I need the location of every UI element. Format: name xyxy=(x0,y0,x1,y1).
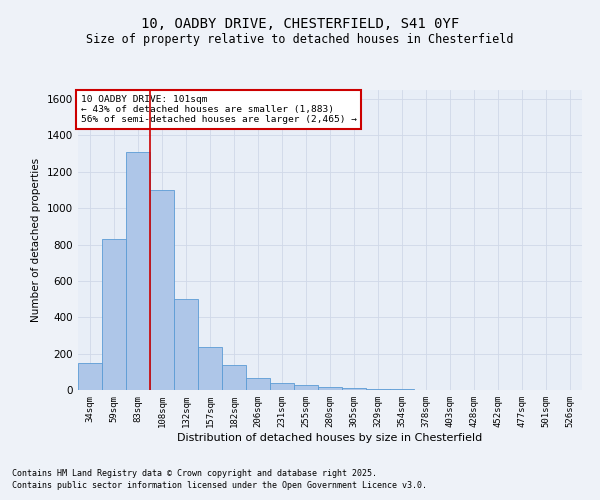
Bar xyxy=(270,383,294,390)
Text: Contains HM Land Registry data © Crown copyright and database right 2025.: Contains HM Land Registry data © Crown c… xyxy=(12,468,377,477)
Bar xyxy=(342,388,366,390)
Bar xyxy=(222,366,246,390)
Text: Contains public sector information licensed under the Open Government Licence v3: Contains public sector information licen… xyxy=(12,481,427,490)
Text: Size of property relative to detached houses in Chesterfield: Size of property relative to detached ho… xyxy=(86,32,514,46)
Bar xyxy=(126,152,150,390)
Bar xyxy=(78,362,102,390)
Bar xyxy=(174,299,198,390)
Bar xyxy=(294,386,318,390)
X-axis label: Distribution of detached houses by size in Chesterfield: Distribution of detached houses by size … xyxy=(178,432,482,442)
Bar xyxy=(150,190,174,390)
Text: 10 OADBY DRIVE: 101sqm
← 43% of detached houses are smaller (1,883)
56% of semi-: 10 OADBY DRIVE: 101sqm ← 43% of detached… xyxy=(80,94,356,124)
Y-axis label: Number of detached properties: Number of detached properties xyxy=(31,158,41,322)
Bar xyxy=(366,389,390,390)
Bar xyxy=(102,239,126,390)
Bar xyxy=(246,378,270,390)
Bar xyxy=(198,348,222,390)
Text: 10, OADBY DRIVE, CHESTERFIELD, S41 0YF: 10, OADBY DRIVE, CHESTERFIELD, S41 0YF xyxy=(141,18,459,32)
Bar xyxy=(318,388,342,390)
